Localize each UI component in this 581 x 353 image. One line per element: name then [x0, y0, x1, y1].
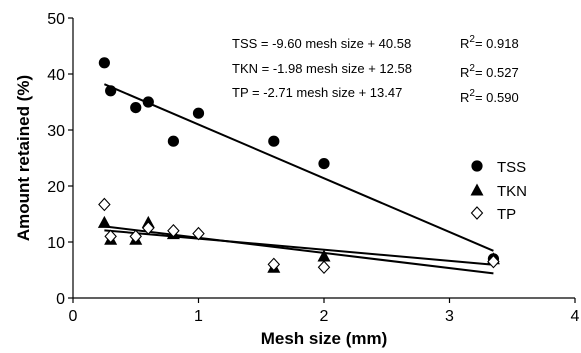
point-tss	[268, 135, 280, 147]
point-tp	[142, 221, 155, 235]
x-tick-label: 4	[571, 308, 580, 325]
r-squared-exponent: 2	[469, 34, 475, 45]
fit-line-tss	[103, 83, 494, 252]
equations: TSS = -9.60 mesh size + 40.58 TKN = -1.98…	[232, 36, 412, 100]
r-squared-symbol: R	[460, 90, 469, 105]
legend-marker-tp	[470, 206, 484, 220]
point-tss	[318, 158, 330, 170]
r-squared-symbol: R	[460, 65, 469, 80]
point-tp	[487, 254, 500, 269]
legend-label-tkn: TKN	[497, 183, 527, 200]
r-squared-value: = 0.527	[475, 65, 519, 80]
legend-marker-tss	[471, 160, 483, 172]
fit-line-tkn	[104, 229, 494, 266]
point-tss	[167, 135, 179, 147]
point-tp	[317, 260, 331, 275]
r-squared-tkn: R2= 0.527	[460, 63, 519, 80]
point-tss	[105, 85, 117, 97]
legend: TSS TKN TP	[470, 159, 527, 223]
y-tick-label: 40	[47, 67, 65, 84]
y-tick-label: 30	[47, 123, 65, 140]
x-tick-label: 0	[69, 308, 78, 325]
y-tick-label: 0	[56, 291, 65, 308]
equation-tss: TSS = -9.60 mesh size + 40.58	[232, 36, 411, 51]
r-squared-exponent: 2	[469, 88, 475, 99]
r-squared-value: = 0.590	[475, 90, 519, 105]
r-squared-symbol: R	[460, 36, 469, 51]
point-tkn	[317, 249, 331, 262]
r-squared-tss: R2= 0.918	[460, 34, 519, 51]
y-axis-title: Amount retained (%)	[14, 75, 33, 241]
point-tss	[142, 96, 154, 108]
point-tss	[130, 102, 142, 114]
r-squared-value: = 0.918	[475, 36, 519, 51]
data-points	[97, 57, 500, 275]
point-tp	[104, 229, 117, 244]
x-tick-label: 2	[320, 308, 329, 325]
y-tick-label: 50	[47, 11, 65, 28]
point-tp	[267, 257, 281, 272]
fit-lines	[103, 83, 494, 275]
r-squared-exponent: 2	[469, 63, 475, 74]
x-tick-label: 1	[194, 308, 203, 325]
point-tp	[129, 229, 142, 244]
x-tick-label: 3	[445, 308, 454, 325]
x-axis-title: Mesh size (mm)	[261, 329, 388, 348]
point-tkn	[97, 215, 111, 228]
legend-marker-tkn	[470, 183, 484, 196]
y-tick-label: 20	[47, 179, 65, 196]
equation-tp: TP = -2.71 mesh size + 13.47	[232, 85, 402, 100]
y-tick-label: 10	[47, 235, 65, 252]
legend-label-tss: TSS	[497, 159, 526, 176]
point-tp	[98, 197, 111, 212]
point-tp	[167, 223, 180, 238]
point-tp	[192, 226, 205, 241]
point-tss	[192, 107, 205, 119]
point-tss	[98, 57, 110, 69]
equation-tkn: TKN = -1.98 mesh size + 12.58	[232, 61, 412, 76]
fit-line-tp	[104, 225, 494, 275]
r-squared-tp: R2= 0.590	[460, 88, 519, 105]
legend-label-tp: TP	[497, 206, 516, 223]
